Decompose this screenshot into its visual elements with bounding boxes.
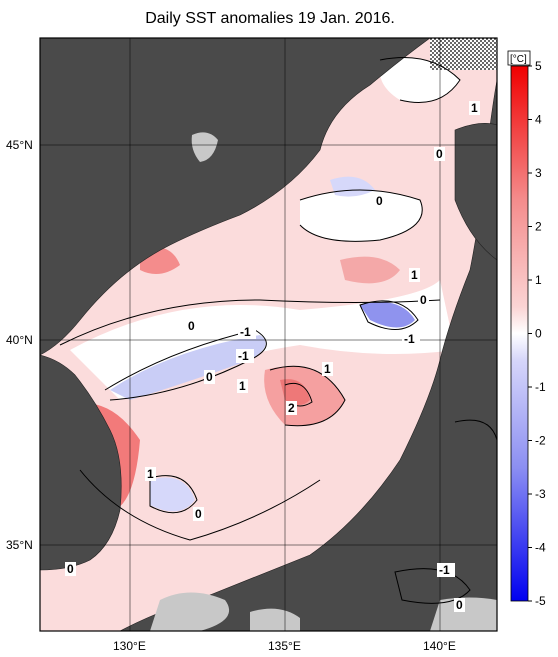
contour-lines	[59, 57, 497, 604]
contour-label-bg	[437, 563, 455, 577]
colorbar-tick-label: -5	[535, 594, 546, 608]
contour-label: 1	[324, 362, 331, 376]
contour-label: 0	[67, 562, 74, 576]
colorbar-unit-box	[507, 50, 531, 66]
contour-label-bg	[65, 562, 76, 576]
contour-label-bg	[238, 325, 256, 339]
lat-label-45: 45°N	[6, 138, 33, 152]
contour-label: 0	[436, 147, 443, 161]
colorbar: [°C] 5 4 3 2 1 0 -1 -2 -3 -4 -5	[507, 50, 546, 608]
contour-label-bg	[237, 379, 248, 393]
hatched-no-data	[430, 38, 497, 70]
contour-label-bg	[454, 598, 465, 612]
contour-label: 1	[239, 379, 246, 393]
colorbar-tick-label: -3	[535, 487, 546, 501]
contour-label-bg	[409, 268, 420, 282]
land-korea	[40, 354, 122, 571]
contour-label: 2	[288, 401, 295, 415]
graticule	[40, 38, 497, 631]
no-data	[150, 132, 497, 631]
lat-label-35: 35°N	[6, 538, 33, 552]
contour-label: 0	[188, 319, 195, 333]
contour-label: -1	[404, 332, 415, 346]
contour-label: 0	[195, 507, 202, 521]
lon-label-130: 130°E	[113, 639, 146, 653]
colorbar-tick-label: 5	[535, 59, 542, 73]
contour-label-bg	[286, 401, 297, 415]
colorbar-tick-label: 4	[535, 113, 542, 127]
contour-label: 0	[376, 194, 383, 208]
contour-label-bg	[236, 349, 254, 363]
contour-label-bg	[322, 362, 333, 376]
contour-label: 1	[471, 101, 478, 115]
contour-label-bg	[402, 332, 420, 346]
contour-label-bg	[204, 370, 215, 384]
land	[40, 38, 497, 631]
contour-label-bg	[374, 194, 385, 208]
colorbar-tick-label: 0	[535, 327, 542, 341]
contour-label: -1	[439, 563, 450, 577]
lon-label-135: 135°E	[268, 639, 301, 653]
contour-label-bg	[145, 467, 156, 481]
colorbar-tick-label: 2	[535, 220, 542, 234]
colorbar-tick-label: -1	[535, 380, 546, 394]
map-title: Daily SST anomalies 19 Jan. 2016.	[145, 10, 395, 27]
contour-label: 0	[456, 598, 463, 612]
contour-label: 0	[206, 370, 213, 384]
lat-label-40: 40°N	[6, 333, 33, 347]
contour-label: 0	[420, 293, 427, 307]
contour-label: -1	[240, 325, 251, 339]
colorbar-gradient	[510, 65, 529, 602]
contour-label: 1	[411, 268, 418, 282]
contour-label-bg	[418, 293, 429, 307]
colorbar-tick-label: -2	[535, 434, 546, 448]
colorbar-tick-label: 1	[535, 273, 542, 287]
colorbar-tick-label: 3	[535, 166, 542, 180]
contour-label-bg	[469, 101, 480, 115]
lon-label-140: 140°E	[423, 639, 456, 653]
colorbar-tick-label: -4	[535, 541, 546, 555]
map-frame	[39, 37, 498, 632]
land-asia	[40, 38, 431, 356]
colorbar-ticks: 5 4 3 2 1 0 -1 -2 -3 -4 -5	[528, 59, 546, 608]
colorbar-unit: [°C]	[510, 54, 527, 65]
contour-label-bg	[434, 147, 445, 161]
contour-label: -1	[238, 349, 249, 363]
contour-label-bg	[186, 319, 197, 333]
contour-label-bg	[193, 507, 204, 521]
contour-label: 1	[147, 467, 154, 481]
